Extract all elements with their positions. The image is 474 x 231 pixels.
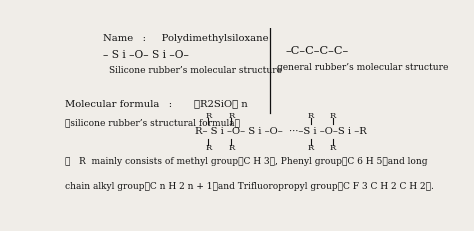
Text: ※   R  mainly consists of methyl group（C H 3）, Phenyl group（C 6 H 5）and long: ※ R mainly consists of methyl group（C H … [65, 157, 427, 166]
Text: R: R [308, 144, 314, 152]
Text: R: R [308, 112, 314, 120]
Text: R: R [330, 112, 336, 120]
Text: Silicone rubber’s molecular structure: Silicone rubber’s molecular structure [109, 66, 282, 75]
Text: –C–C–C–C–: –C–C–C–C– [285, 46, 348, 55]
Text: 【silicone rubber’s structural formula】: 【silicone rubber’s structural formula】 [65, 119, 240, 128]
Text: chain alkyl group（C n H 2 n + 1）and Trifluoropropyl group（C F 3 C H 2 C H 2）.: chain alkyl group（C n H 2 n + 1）and Trif… [65, 182, 434, 191]
Text: – S i –O– S i –O–: – S i –O– S i –O– [103, 50, 189, 60]
Text: Molecular formula   :       （R2SiO） n: Molecular formula : （R2SiO） n [65, 99, 247, 108]
Text: R: R [330, 144, 336, 152]
Text: R: R [228, 144, 234, 152]
Text: R: R [205, 144, 211, 152]
Text: Name   :     Polydimethylsiloxane: Name : Polydimethylsiloxane [103, 34, 269, 43]
Text: R: R [228, 112, 234, 120]
Text: R: R [205, 112, 211, 120]
Text: general rubber’s molecular structure: general rubber’s molecular structure [277, 63, 448, 72]
Text: R– S i –O– S i –O–  ···–S i –O–S i –R: R– S i –O– S i –O– ···–S i –O–S i –R [195, 127, 367, 136]
